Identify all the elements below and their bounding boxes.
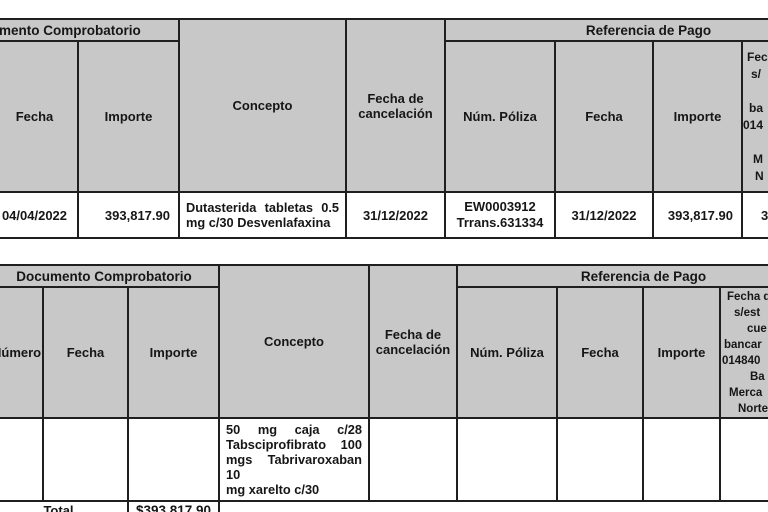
payment-table-bottom: Documento Comprobatorio Concepto Fecha d… <box>0 264 768 512</box>
col-header-fecha-pago: Fecha <box>556 286 644 419</box>
col-header-importe: Importe <box>77 40 180 193</box>
text-line: M <box>753 151 763 166</box>
cell-fecha-cancelacion: 31/12/2022 <box>345 191 446 239</box>
group-header-referencia-pago: Referencia de Pago <box>443 18 768 42</box>
text-line: s/ <box>751 66 762 81</box>
cell-num-poliza <box>456 417 558 502</box>
col-header-fecha-cancelacion: Fecha de cancelación <box>368 264 458 419</box>
col-header-importe-pago: Importe <box>652 40 743 193</box>
col-header-concepto: Concepto <box>178 18 347 193</box>
cell-fecha: 04/04/2022 <box>0 191 79 239</box>
text-line: ba <box>749 100 764 115</box>
cell-importe <box>127 417 220 502</box>
col-header-num-poliza: Núm. Póliza <box>444 40 556 193</box>
cell-fecha-banco: 3 <box>740 191 768 239</box>
col-header-fecha-cancelacion: Fecha de cancelación <box>345 18 446 193</box>
group-header-referencia-pago: Referencia de Pago <box>455 264 768 288</box>
text-line: Ba <box>750 370 765 383</box>
cell-concepto: 50 mg caja c/28 Tabsciprofibrato 100 mgs… <box>218 417 370 502</box>
col-header-fecha-banco: Fec s/ ba 014 M N <box>740 40 768 193</box>
cell-fecha-cancelacion <box>368 417 458 502</box>
text-line: Merca <box>729 386 763 399</box>
text-line: N <box>755 168 764 183</box>
payment-table-top: Documento Comprobatorio Concepto Fecha d… <box>0 18 768 239</box>
col-header-fecha: Fecha <box>42 286 129 419</box>
col-header-importe-pago: Importe <box>642 286 721 419</box>
cell-importe: 393,817.90 <box>77 191 180 239</box>
total-label-cell: Total <box>0 500 129 512</box>
total-empty-cell <box>217 500 768 512</box>
group-header-documento-comprobatorio: Documento Comprobatorio <box>0 264 220 288</box>
col-header-fecha: Fecha <box>0 40 79 193</box>
cell-concepto: Dutasterida tabletas 0.5 mg c/30 Desvenl… <box>178 191 347 239</box>
cell-importe-pago <box>642 417 721 502</box>
col-header-numero: Número <box>0 286 44 419</box>
text-line: bancar <box>724 338 762 351</box>
col-header-fecha-pago: Fecha <box>554 40 654 193</box>
text-line: Fecha d <box>727 290 768 303</box>
text-line: 014840 <box>722 354 761 367</box>
text-line: mg c/30 Desvenlafaxina <box>186 215 331 230</box>
text-line: Norte <box>738 402 768 415</box>
text-line: 014 <box>743 117 764 132</box>
col-header-concepto: Concepto <box>218 264 370 419</box>
cell-fecha-pago <box>556 417 644 502</box>
cell-num-poliza: EW0003912 Trrans.631334 <box>444 191 556 239</box>
text-line: Tabsciprofibrato 100 <box>226 437 362 452</box>
cell-numero <box>0 417 44 502</box>
text-line: Dutasterida tabletas 0.5 <box>186 200 339 215</box>
text-line: 50 mg caja c/28 <box>226 422 362 437</box>
text-line: EW0003912 <box>464 199 536 214</box>
group-header-documento-comprobatorio: Documento Comprobatorio <box>0 18 180 42</box>
text-line: mg xarelto c/30 <box>226 482 320 497</box>
col-header-importe: Importe <box>127 286 220 419</box>
cell-fecha-banco <box>718 417 768 502</box>
text-line: Fec <box>747 49 768 64</box>
col-header-fecha-banco: Fecha d s/est cue bancar 014840 Ba Merca… <box>718 286 768 419</box>
text-line <box>744 83 768 100</box>
cell-fecha-pago: 31/12/2022 <box>554 191 654 239</box>
text-line: mgs Tabrivaroxaban 10 <box>226 452 362 482</box>
cell-importe-pago: 393,817.90 <box>652 191 743 239</box>
text-line <box>744 134 768 151</box>
text-line: s/est <box>734 306 761 319</box>
text-line: cue <box>747 322 767 335</box>
total-amount-cell: $393,817.90 <box>127 500 220 512</box>
col-header-num-poliza: Núm. Póliza <box>456 286 558 419</box>
cell-fecha <box>42 417 129 502</box>
text-line: Trrans.631334 <box>456 215 544 230</box>
